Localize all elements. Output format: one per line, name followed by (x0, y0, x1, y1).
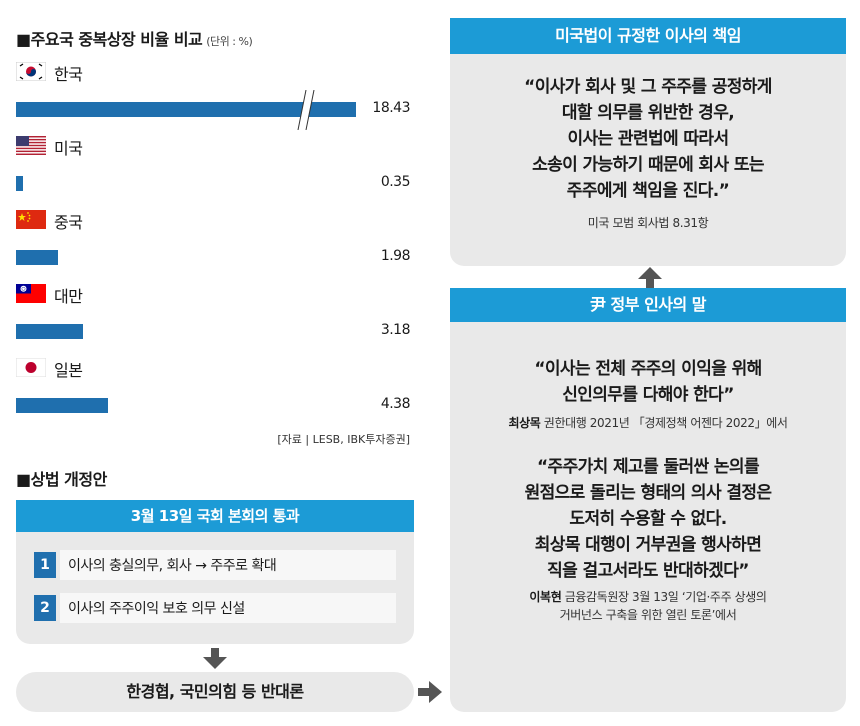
chart-source: [자료 | LESB, IBK투자증권] (277, 433, 410, 446)
flag-icon (15, 61, 47, 82)
bar (16, 250, 58, 265)
amendment-header: 3월 13일 국회 본회의 통과 (16, 500, 414, 532)
axis-break-icon (297, 90, 315, 130)
official-caption: 최상목 권한대행 2021년 「경제정책 어젠다 2022」에서 (508, 416, 788, 430)
down-arrow-icon (203, 648, 227, 669)
item-text: 이사의 주주이익 보호 의무 신설 (60, 593, 396, 623)
item-number: 1 (34, 552, 56, 578)
bar (16, 398, 108, 413)
flag-icon (16, 210, 46, 229)
value-label: 3.18 (380, 322, 411, 338)
item-number: 2 (34, 595, 56, 621)
category-label: 중국 (54, 213, 83, 232)
us-law-header: 미국법이 규정한 이사의 책임 (450, 18, 846, 54)
item-text: 이사의 충실의무, 회사 → 주주로 확대 (60, 550, 396, 580)
speaker-name: 이복현 (529, 590, 562, 604)
speaker-name: 최상목 (508, 416, 541, 430)
chart-title: ■주요국 중복상장 비율 비교 (단위 : %) (16, 30, 253, 49)
bar-chart: 한국 18.43 미국 0.35 중국 1.98 대만 3.18 일본 4.38 (0, 0, 420, 460)
value-label: 0.35 (380, 174, 411, 190)
flag-icon (15, 357, 47, 378)
amendment-item: 1 이사의 충실의무, 회사 → 주주로 확대 (34, 550, 396, 580)
value-label: 1.98 (380, 248, 411, 264)
official-quote: “주주가치 제고를 둘러싼 논의를 원점으로 돌리는 형태의 의사 결정은 도저… (524, 457, 772, 581)
category-label: 대만 (54, 287, 83, 306)
us-law-panel: 미국법이 규정한 이사의 책임 “이사가 회사 및 그 주주를 공정하게 대할 … (450, 18, 846, 266)
value-label: 18.43 (372, 100, 410, 116)
value-label: 4.38 (380, 396, 411, 412)
officials-panel: 尹 정부 인사의 말 “이사는 전체 주주의 이익을 위해 신인의무를 다해야 … (450, 288, 846, 712)
official-quote: “이사는 전체 주주의 이익을 위해 신인의무를 다해야 한다” (534, 359, 762, 405)
chart-unit: (단위 : %) (206, 35, 253, 48)
category-label: 한국 (54, 65, 83, 84)
us-law-source: 미국 모범 회사법 8.31항 (587, 216, 709, 230)
amendment-box: 3월 13일 국회 본회의 통과 1 이사의 충실의무, 회사 → 주주로 확대… (16, 500, 414, 644)
opposition-box: 한경협, 국민의힘 등 반대론 (16, 672, 414, 712)
amendment-title: ■상법 개정안 (16, 470, 107, 489)
category-label: 일본 (54, 361, 83, 380)
bar (16, 102, 356, 117)
officials-header: 尹 정부 인사의 말 (450, 288, 846, 322)
official-caption: 이복현 금융감독원장 3월 13일 ‘기업·주주 상생의 거버넌스 구축을 위한… (529, 590, 767, 622)
right-arrow-icon (418, 681, 442, 703)
amendment-item: 2 이사의 주주이익 보호 의무 신설 (34, 593, 396, 623)
flag-icon (16, 136, 46, 155)
bar (16, 324, 83, 339)
category-label: 미국 (54, 139, 83, 158)
up-arrow-icon (638, 267, 662, 288)
us-law-quote: “이사가 회사 및 그 주주를 공정하게 대할 의무를 위반한 경우, 이사는 … (524, 77, 772, 201)
flag-icon (16, 284, 46, 303)
bar (16, 176, 24, 191)
